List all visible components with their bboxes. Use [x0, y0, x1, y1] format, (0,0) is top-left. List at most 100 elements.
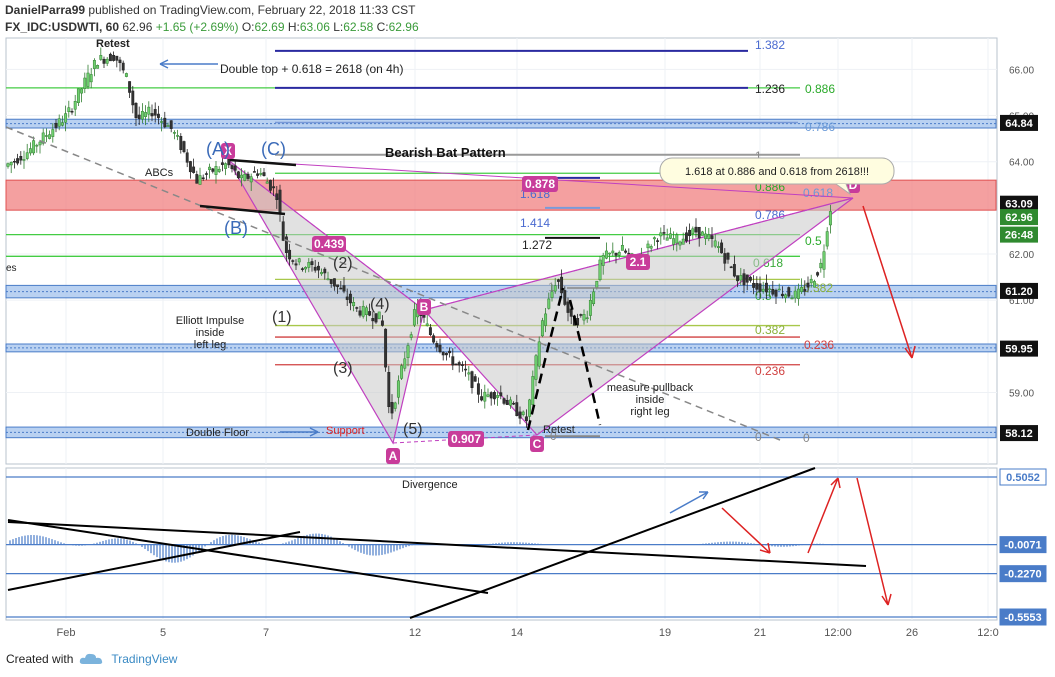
candle-body	[99, 55, 103, 60]
callout-bubble	[659, 157, 895, 185]
candle-body	[787, 287, 791, 297]
drop-arrow	[862, 205, 913, 359]
candle-body	[540, 320, 544, 337]
candle-body	[153, 109, 157, 116]
candle-body	[768, 288, 772, 291]
ratio-badge	[312, 236, 346, 252]
candle-body	[198, 175, 202, 185]
candle-body	[736, 275, 740, 282]
annotations: X A B C D 0.878 0.439 0.907 2.1 Retest Double top …	[6, 38, 895, 464]
candle-body	[32, 140, 36, 154]
candle-body	[537, 341, 541, 367]
candle-body	[208, 166, 212, 171]
last-price: 62.96	[122, 20, 153, 34]
fib-label: 0.382	[755, 323, 785, 337]
ab-trendline	[229, 158, 297, 167]
candle-body	[688, 229, 692, 237]
candle-body	[249, 176, 253, 183]
annotation: Retest	[96, 38, 130, 50]
candle-body	[665, 237, 669, 241]
publish-header: DanielParra99 published on TradingView.c…	[5, 3, 415, 17]
point-d-badge-text: D	[849, 178, 858, 192]
osc-trendline	[7, 521, 867, 567]
published-text: published on TradingView.com, February 2…	[85, 3, 416, 17]
candle-body	[256, 173, 260, 176]
footer: Created with TradingView	[6, 652, 177, 666]
candle-body	[483, 391, 487, 402]
fib-label: 0.236	[804, 338, 834, 352]
candle-body	[524, 416, 528, 422]
candle-body	[412, 309, 416, 326]
high-value: 63.06	[299, 20, 330, 34]
candle-body	[361, 305, 365, 317]
candle-body	[601, 255, 605, 266]
candle-body	[368, 311, 372, 316]
osc-trendline	[7, 531, 301, 591]
tradingview-link[interactable]: TradingView	[111, 652, 178, 666]
candle-body	[313, 266, 317, 271]
candle-body	[233, 165, 237, 171]
x-tick-label: Feb	[57, 627, 76, 639]
annotation: Double Floor	[186, 427, 249, 439]
candle-body	[675, 234, 679, 244]
candle-body	[470, 371, 474, 388]
candle-body	[339, 287, 343, 290]
candle-body	[617, 252, 621, 256]
annotation: Elliott Impulse inside left leg	[176, 315, 244, 351]
price-label-badge	[1000, 282, 1038, 299]
candle-body	[12, 160, 16, 163]
candle-body	[585, 317, 589, 320]
ratio-badge-text: 0.439	[314, 237, 344, 251]
candle-body	[275, 193, 279, 200]
x-tick-label: 12:0	[977, 627, 998, 639]
price-label-badge	[1000, 114, 1038, 131]
candle-body	[281, 221, 285, 241]
candle-body	[652, 237, 656, 240]
candle-body	[457, 362, 461, 366]
high-label: H:	[287, 20, 300, 34]
annotation: (4)	[370, 296, 390, 313]
osc-blue-arrow	[669, 491, 709, 514]
candle-body	[262, 172, 266, 176]
candle-body	[480, 396, 484, 401]
candle-body	[425, 323, 429, 326]
candle-body	[16, 158, 20, 164]
candle-body	[441, 351, 445, 356]
candle-body	[83, 77, 87, 89]
fib-label: 0.382	[803, 281, 833, 295]
x-tick-label: 21	[754, 627, 766, 639]
candle-body	[662, 232, 666, 234]
candle-body	[57, 118, 61, 127]
drawings	[5, 59, 916, 441]
candle-body	[496, 395, 500, 398]
candle-body	[124, 73, 128, 77]
fib-label: 0	[803, 431, 810, 445]
annotation: Bearish Bat Pattern	[385, 145, 506, 160]
point-a-badge	[386, 448, 400, 464]
candle-body	[697, 227, 701, 239]
candle-body	[396, 380, 400, 398]
candle-body	[745, 274, 749, 283]
osc-label-badge	[999, 608, 1047, 626]
candle-body	[403, 358, 407, 369]
candle-body	[428, 327, 432, 335]
y-tick-label: 66.00	[1009, 65, 1034, 76]
candle-body	[438, 344, 442, 352]
ratio-badge-text: 0.878	[525, 177, 555, 191]
candle-body	[345, 296, 349, 300]
author-name[interactable]: DanielParra99	[5, 3, 86, 17]
candle-body	[812, 281, 816, 288]
candle-body	[96, 65, 100, 69]
candle-body	[793, 290, 797, 299]
y-tick-label: 59.00	[1009, 388, 1034, 399]
candle-body	[723, 253, 727, 264]
candle-body	[720, 242, 724, 254]
candle-body	[89, 74, 93, 83]
candle-body	[118, 59, 122, 64]
fib-label: 1.382	[755, 38, 785, 52]
candle-body	[707, 234, 711, 239]
candle-body	[534, 355, 538, 380]
candle-body	[288, 249, 292, 260]
price-label: 58.12	[1005, 428, 1033, 440]
